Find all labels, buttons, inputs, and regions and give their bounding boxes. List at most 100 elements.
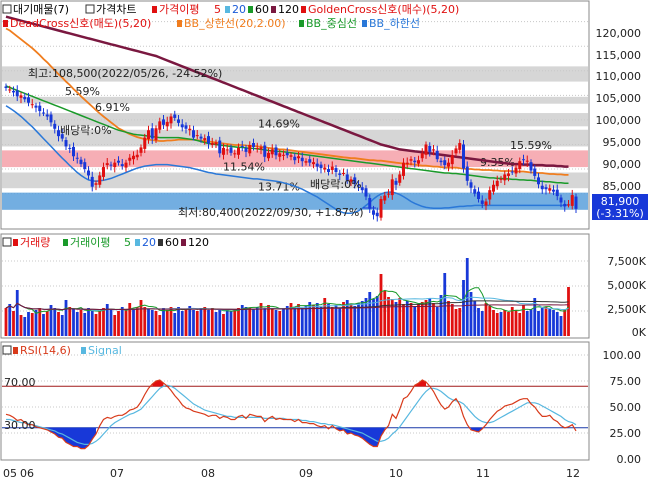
volume-bar <box>53 308 57 336</box>
volume-bar <box>563 309 567 336</box>
volume-ma120-line <box>5 302 569 311</box>
volume-bar <box>60 315 64 336</box>
candle-body <box>518 161 522 170</box>
volume-bar <box>87 308 90 336</box>
y-tick: 75.00 <box>610 375 642 388</box>
candle-body <box>4 86 8 88</box>
volume-bar <box>473 301 477 336</box>
volume-bar <box>207 310 210 336</box>
bb-mid-swatch <box>299 20 304 27</box>
volume-bar <box>409 303 413 336</box>
volume-bar <box>158 315 162 336</box>
candle-body <box>218 140 222 154</box>
legend-rsi: RSI(14,6) <box>20 344 71 357</box>
legend-ma5: 5 <box>214 3 221 16</box>
volume-bar <box>537 311 540 336</box>
candle-body <box>233 153 237 155</box>
candle-body <box>124 162 128 168</box>
volume-bar <box>492 310 495 336</box>
candle-body <box>503 174 507 181</box>
candle-body <box>387 193 390 195</box>
volume-bar <box>195 311 199 336</box>
candle-body <box>522 159 525 161</box>
volume-panel: 거래량 거래이평 5 20 60 120 7,500K 5,000K 2,500… <box>0 233 647 339</box>
volume-bar <box>218 310 222 336</box>
volume-bar <box>518 313 522 336</box>
candle-body <box>90 176 94 187</box>
candle-body <box>405 162 409 165</box>
checkbox-icon[interactable] <box>2 345 12 355</box>
rsi-lines <box>5 379 577 450</box>
candle-body <box>68 147 72 149</box>
candle-body <box>34 105 38 108</box>
checkbox-icon[interactable] <box>2 237 12 247</box>
volume-bar <box>267 305 270 336</box>
vol-ma20-swatch <box>135 239 140 246</box>
volume-bar <box>465 258 469 336</box>
volume-bar <box>432 303 435 336</box>
candle-body <box>477 191 480 200</box>
volume-bar <box>495 313 499 336</box>
volume-bar <box>45 311 49 336</box>
candle-body <box>94 183 98 185</box>
volume-bar <box>8 304 12 336</box>
x-tick: 11 <box>476 467 490 480</box>
candle-body <box>203 138 207 141</box>
volume-bar <box>199 308 203 336</box>
band-percent-label: 14.69% <box>258 118 300 131</box>
candle-body <box>563 203 567 207</box>
candle-body <box>184 125 188 129</box>
volume-bar <box>510 307 514 336</box>
candle-body <box>488 190 492 200</box>
candle-body <box>510 171 514 173</box>
candle-body <box>225 149 229 151</box>
rsi-legend: RSI(14,6) Signal <box>2 344 122 357</box>
candle-body <box>525 160 529 162</box>
volume-bar <box>102 308 105 336</box>
current-price: 81,900 <box>601 195 640 208</box>
candle-body <box>559 197 563 203</box>
volume-swatch <box>13 239 18 246</box>
candle-body <box>537 177 540 185</box>
legend-vol-ma20: 20 <box>142 236 156 249</box>
checkbox-icon[interactable] <box>85 4 95 14</box>
volume-bar <box>304 306 308 336</box>
candle-body <box>143 137 147 149</box>
candle-body <box>139 147 143 153</box>
volume-bar <box>98 311 102 336</box>
rsi-line <box>5 379 577 450</box>
candle-body <box>12 90 15 93</box>
volume-bar <box>319 307 323 336</box>
candle-body <box>285 152 289 156</box>
checkbox-icon[interactable] <box>2 4 12 14</box>
candle-body <box>192 130 195 138</box>
candle-body <box>480 200 484 204</box>
volume-bar <box>12 311 15 336</box>
volume-bar <box>192 310 195 336</box>
price-y-axis: 120,000 115,000 110,000 105,000 100,000 … <box>596 27 642 193</box>
candle-body <box>417 160 420 164</box>
band-percent-label: 6.91% <box>95 101 130 114</box>
supply-band <box>2 113 588 127</box>
band-percent-label: 13.71% <box>258 181 300 194</box>
candle-body <box>169 116 173 124</box>
x-tick: 12 <box>566 467 580 480</box>
volume-bar <box>469 292 473 336</box>
candle-body <box>150 128 154 139</box>
volume-bar <box>293 307 297 336</box>
candle-body <box>113 162 117 168</box>
volume-bar <box>23 317 27 336</box>
candle-body <box>180 124 184 128</box>
candle-body <box>49 114 53 123</box>
candle-body <box>447 162 450 167</box>
volume-bar <box>184 309 188 336</box>
candle-body <box>42 112 45 114</box>
candle-body <box>473 189 477 194</box>
volume-bar <box>529 309 533 336</box>
volume-bar <box>285 306 289 336</box>
candle-body <box>383 195 387 201</box>
volume-bar <box>94 314 98 336</box>
candle-body <box>492 184 495 192</box>
volume-bar <box>525 311 529 336</box>
volume-bar <box>398 298 402 336</box>
